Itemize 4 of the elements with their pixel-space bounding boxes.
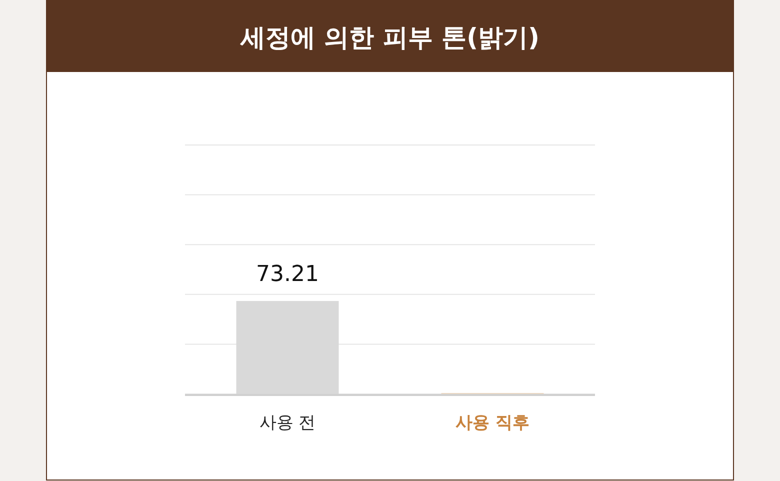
chart-title: 세정에 의한 피부 톤(밝기): [240, 23, 540, 52]
x-tick-label: 사용 직후: [456, 413, 530, 433]
x-tick-label: 사용 전: [259, 413, 316, 433]
data-label: 73.21: [256, 262, 319, 287]
